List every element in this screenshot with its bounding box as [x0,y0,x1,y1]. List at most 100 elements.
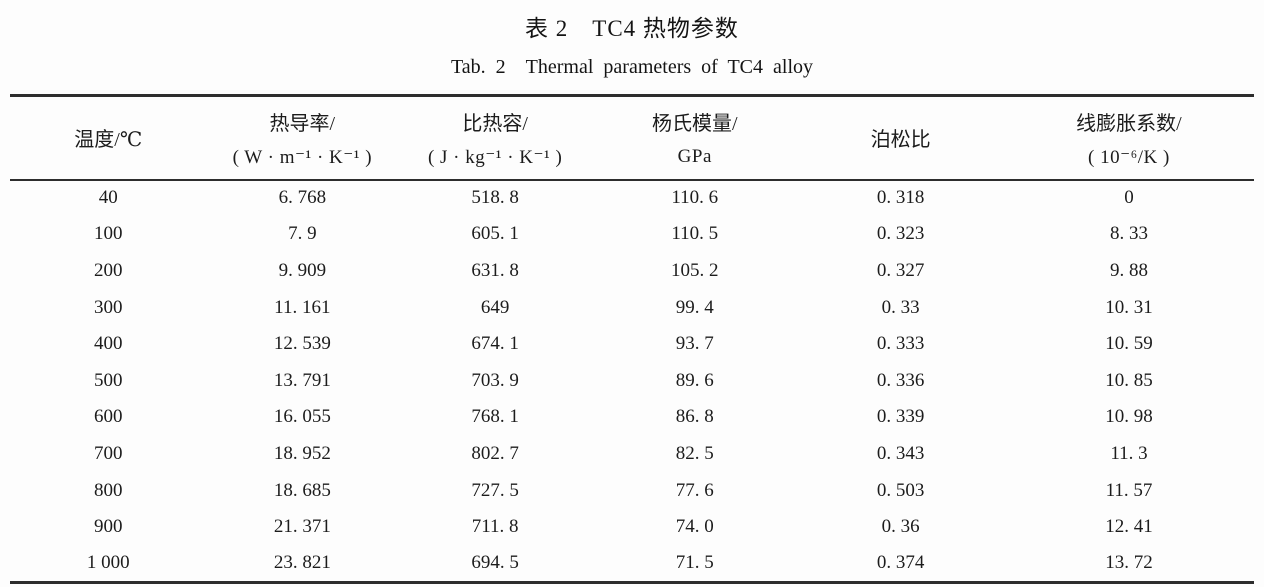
table-title-english: Tab. 2 Thermal parameters of TC4 alloy [450,56,813,78]
header-title: 杨氏模量/ [652,113,738,136]
cell-thermal-conductivity: 16. 055 [273,406,331,428]
cell-temperature: 900 [94,516,123,538]
cell-temperature: 40 [98,187,118,209]
cell-temperature: 200 [94,259,123,281]
cell-temperature: 800 [94,479,123,501]
cell-expansion-coefficient: 11. 3 [1110,442,1148,464]
cell-temperature: 700 [94,442,123,464]
table-body: 40 6. 768 518. 8 110. 6 0. 318 0 100 7. … [10,180,1254,583]
cell-youngs-modulus: 86. 8 [675,406,714,428]
table-header: 温度/℃ 热导率/ ( W · m⁻¹ · K⁻¹ ) 比热容/ ( J · k… [10,95,1254,181]
cell-thermal-conductivity: 23. 821 [273,551,331,573]
header-unit: ( 10⁻⁶/K ) [1088,146,1170,168]
table-row: 300 11. 161 649 99. 4 0. 33 10. 31 [10,289,1254,326]
column-header-thermal-conductivity: 热导率/ ( W · m⁻¹ · K⁻¹ ) [206,95,399,181]
cell-thermal-conductivity: 13. 791 [273,369,331,391]
cell-thermal-conductivity: 18. 952 [273,442,331,464]
cell-temperature: 500 [94,369,123,391]
cell-expansion-coefficient: 10. 98 [1105,406,1153,428]
cell-specific-heat: 727. 5 [471,479,519,501]
cell-expansion-coefficient: 0 [1124,187,1134,209]
table-row: 1 000 23. 821 694. 5 71. 5 0. 374 13. 72 [10,545,1254,582]
table-row: 900 21. 371 711. 8 74. 0 0. 36 12. 41 [10,509,1254,546]
cell-specific-heat: 631. 8 [471,259,519,281]
cell-youngs-modulus: 110. 6 [671,187,719,209]
cell-poisson-ratio: 0. 339 [876,406,925,428]
cell-poisson-ratio: 0. 333 [876,333,925,355]
cell-youngs-modulus: 93. 7 [675,333,714,355]
cell-poisson-ratio: 0. 336 [876,369,925,391]
table-row: 800 18. 685 727. 5 77. 6 0. 503 11. 57 [10,472,1254,509]
header-title: 热导率/ [269,112,336,135]
cell-specific-heat: 518. 8 [471,187,519,209]
cell-expansion-coefficient: 11. 57 [1105,479,1153,501]
table-row: 500 13. 791 703. 9 89. 6 0. 336 10. 85 [10,362,1254,399]
header-row: 温度/℃ 热导率/ ( W · m⁻¹ · K⁻¹ ) 比热容/ ( J · k… [10,95,1254,181]
table-row: 700 18. 952 802. 7 82. 5 0. 343 11. 3 [10,436,1254,473]
cell-temperature: 300 [94,296,123,318]
table-row: 100 7. 9 605. 1 110. 5 0. 323 8. 33 [10,216,1254,253]
cell-specific-heat: 703. 9 [471,369,519,391]
cell-youngs-modulus: 105. 2 [671,259,719,281]
cell-specific-heat: 674. 1 [471,333,519,355]
column-header-temperature: 温度/℃ [10,95,207,181]
header-unit: ( J · kg⁻¹ · K⁻¹ ) [427,146,563,168]
column-header-youngs-modulus: 杨氏模量/ GPa [592,95,798,181]
cell-youngs-modulus: 74. 0 [675,516,714,538]
cell-expansion-coefficient: 13. 72 [1105,551,1153,573]
header-unit: ( W · m⁻¹ · K⁻¹ ) [232,146,373,168]
table-row: 40 6. 768 518. 8 110. 6 0. 318 0 [10,180,1254,217]
cell-thermal-conductivity: 21. 371 [273,516,331,538]
cell-expansion-coefficient: 8. 33 [1109,223,1148,245]
cell-specific-heat: 694. 5 [471,551,519,573]
cell-temperature: 100 [94,223,123,245]
cell-expansion-coefficient: 10. 85 [1105,369,1153,391]
cell-poisson-ratio: 0. 33 [881,296,920,318]
header-title: 线膨胀系数/ [1076,112,1182,135]
cell-thermal-conductivity: 18. 685 [273,479,331,501]
column-header-expansion-coefficient: 线膨胀系数/ ( 10⁻⁶/K ) [1003,95,1254,181]
column-header-specific-heat: 比热容/ ( J · kg⁻¹ · K⁻¹ ) [398,95,593,181]
cell-youngs-modulus: 89. 6 [675,369,714,391]
cell-poisson-ratio: 0. 503 [876,479,925,501]
cell-expansion-coefficient: 10. 59 [1105,333,1153,355]
cell-poisson-ratio: 0. 323 [876,223,925,245]
cell-thermal-conductivity: 12. 539 [273,333,331,355]
cell-youngs-modulus: 110. 5 [671,223,719,245]
table-row: 200 9. 909 631. 8 105. 2 0. 327 9. 88 [10,253,1254,290]
cell-temperature: 600 [94,406,123,428]
thermal-parameters-table: 温度/℃ 热导率/ ( W · m⁻¹ · K⁻¹ ) 比热容/ ( J · k… [10,94,1254,584]
cell-specific-heat: 802. 7 [471,442,519,464]
header-title: 泊松比 [870,129,931,152]
header-unit: GPa [677,146,712,168]
table-row: 600 16. 055 768. 1 86. 8 0. 339 10. 98 [10,399,1254,436]
cell-expansion-coefficient: 12. 41 [1105,516,1153,538]
table-title-chinese: 表 2 TC4 热物参数 [525,16,739,41]
cell-youngs-modulus: 71. 5 [675,551,714,573]
cell-specific-heat: 649 [480,296,510,318]
cell-poisson-ratio: 0. 327 [876,259,925,281]
cell-expansion-coefficient: 10. 31 [1105,296,1153,318]
cell-specific-heat: 711. 8 [471,516,519,538]
cell-poisson-ratio: 0. 36 [881,516,920,538]
cell-expansion-coefficient: 9. 88 [1109,259,1148,281]
cell-specific-heat: 605. 1 [471,223,519,245]
cell-thermal-conductivity: 9. 909 [278,259,327,281]
cell-poisson-ratio: 0. 318 [876,187,925,209]
column-header-poisson-ratio: 泊松比 [797,95,1004,181]
cell-thermal-conductivity: 6. 768 [278,187,327,209]
cell-specific-heat: 768. 1 [471,406,519,428]
cell-youngs-modulus: 82. 5 [675,442,714,464]
cell-poisson-ratio: 0. 374 [876,551,925,573]
cell-youngs-modulus: 77. 6 [675,479,714,501]
cell-youngs-modulus: 99. 4 [675,296,714,318]
cell-poisson-ratio: 0. 343 [876,442,925,464]
cell-temperature: 1 000 [86,551,130,573]
table-row: 400 12. 539 674. 1 93. 7 0. 333 10. 59 [10,326,1254,363]
cell-temperature: 400 [94,333,123,355]
header-title: 温度/℃ [74,129,143,152]
header-title: 比热容/ [462,112,528,135]
cell-thermal-conductivity: 7. 9 [288,223,317,245]
cell-thermal-conductivity: 11. 161 [274,296,331,318]
